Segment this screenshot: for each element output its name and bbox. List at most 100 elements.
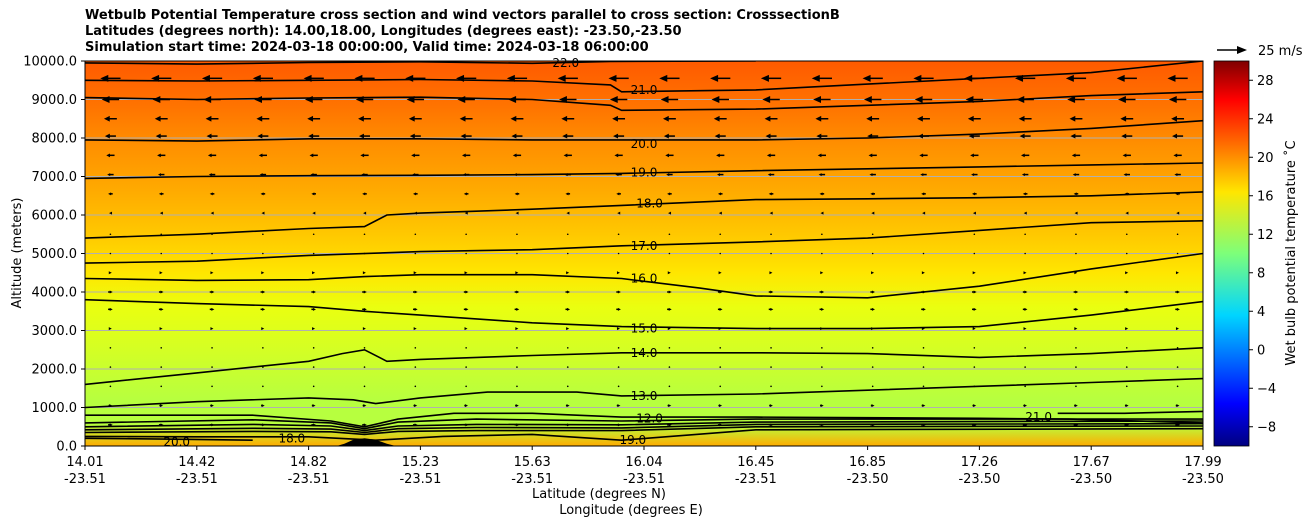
wind-vector — [769, 211, 773, 215]
wind-vector — [363, 233, 366, 236]
contour-labels: 22.0 21.0 20.0 19.0 18.0 17.0 16.0 15.0 14.0 13.0… — [163, 56, 1052, 449]
wind-vector — [460, 133, 472, 139]
wind-vector — [303, 74, 324, 82]
wind-vector — [159, 211, 163, 215]
wind-vector — [1167, 74, 1188, 82]
colorbar-label: Wet bulb potential temperature ˚C — [1283, 140, 1299, 365]
wind-vector — [311, 290, 316, 294]
wind-vector — [1175, 423, 1180, 427]
wind-vector — [262, 385, 264, 388]
wind-vector — [252, 74, 273, 82]
chart-title-line-3: Simulation start time: 2024-03-18 00:00:… — [85, 40, 649, 55]
wind-vector — [967, 115, 981, 122]
wind-vector — [1123, 173, 1130, 177]
contour-label: 12.0 — [636, 411, 663, 425]
wind-vector — [717, 290, 723, 294]
wind-vector — [1071, 153, 1081, 158]
wind-vector — [972, 404, 977, 408]
wind-vector — [717, 423, 723, 427]
wind-vector — [764, 115, 778, 122]
x-tick-label-longitude: -23.50 — [1182, 472, 1224, 487]
wind-vector — [257, 133, 269, 139]
contour-label: 13.0 — [631, 389, 658, 403]
wind-vector — [1024, 252, 1026, 255]
wind-vector — [713, 115, 727, 122]
wind-vector — [613, 133, 625, 139]
wind-vector — [667, 290, 672, 294]
contour-label: 19.0 — [619, 433, 646, 447]
chart-title-line-2: Latitudes (degrees north): 14.00,18.00, … — [85, 24, 682, 39]
wind-vector — [871, 252, 874, 255]
wind-vector — [973, 366, 976, 368]
wind-vector — [514, 307, 520, 311]
wind-vector — [260, 307, 266, 311]
wind-vector — [1020, 153, 1030, 158]
colorbar-tick-label: 16 — [1257, 189, 1274, 204]
wind-vector — [1024, 366, 1026, 368]
wind-vector — [717, 192, 723, 196]
wind-vector — [1073, 290, 1079, 294]
wind-vector — [409, 133, 421, 139]
wind-vector — [211, 385, 213, 388]
wind-vector — [616, 290, 621, 294]
colorbar: −8 −4 0 4 8 12 16 20 24 28 Wet bulb potential tem… — [1213, 60, 1299, 447]
wind-vector — [1172, 133, 1184, 139]
wind-vector — [201, 74, 223, 82]
wind-vector — [362, 327, 366, 331]
x-tick-label-latitude: 17.67 — [1073, 455, 1110, 470]
y-tick-label: 8000.0 — [32, 132, 78, 147]
wind-vector — [566, 385, 569, 388]
wind-vector — [766, 153, 776, 158]
wind-vector — [109, 385, 112, 388]
wind-vector — [109, 252, 112, 255]
wind-vector — [414, 385, 417, 388]
wind-vector — [565, 423, 571, 427]
wind-vector — [770, 252, 772, 255]
wind-vector — [260, 290, 266, 294]
wind-vector — [1125, 327, 1129, 331]
wind-vector — [159, 404, 164, 408]
wind-vector — [1022, 192, 1028, 196]
wind-vector — [406, 96, 425, 103]
wind-vector — [109, 366, 112, 368]
wind-vector — [1124, 307, 1130, 311]
wind-vector — [308, 133, 320, 139]
contour-line — [85, 91, 1203, 112]
wind-vector — [1075, 385, 1077, 388]
contour-line — [85, 119, 1203, 142]
y-tick-label: 5000.0 — [32, 247, 78, 262]
wind-vector — [564, 173, 571, 177]
wind-vector — [768, 307, 774, 311]
wind-vector — [617, 366, 620, 368]
wind-vector — [815, 115, 829, 122]
quiver-key: 25 m/s — [1217, 44, 1303, 59]
wind-vector — [1122, 153, 1131, 158]
wind-vector — [819, 423, 825, 427]
wind-vector — [1116, 74, 1137, 82]
wind-vector — [871, 347, 874, 349]
wind-vector — [158, 290, 164, 294]
contour-label: 17.0 — [631, 239, 658, 253]
wind-vector — [562, 133, 574, 139]
wind-vector — [817, 153, 827, 158]
wind-vector — [972, 271, 976, 275]
wind-vector — [1120, 115, 1134, 122]
wind-vector — [158, 173, 165, 177]
wind-vector — [870, 290, 875, 294]
wind-vector — [819, 192, 825, 196]
wind-vector — [1024, 233, 1026, 236]
wind-vector — [869, 173, 876, 177]
contour-line — [85, 61, 1203, 93]
wind-vector — [211, 347, 213, 349]
wind-vector — [768, 423, 774, 427]
wind-vector — [615, 173, 622, 177]
wind-vector — [972, 192, 977, 196]
wind-vector — [1124, 423, 1130, 427]
x-tick-label-longitude: -23.51 — [735, 472, 777, 487]
wind-vector — [718, 404, 723, 408]
wind-vector — [616, 404, 621, 408]
wind-vector — [921, 327, 925, 331]
contour-lines — [85, 61, 1203, 442]
wind-vector — [363, 385, 366, 388]
wind-vector — [209, 307, 215, 311]
